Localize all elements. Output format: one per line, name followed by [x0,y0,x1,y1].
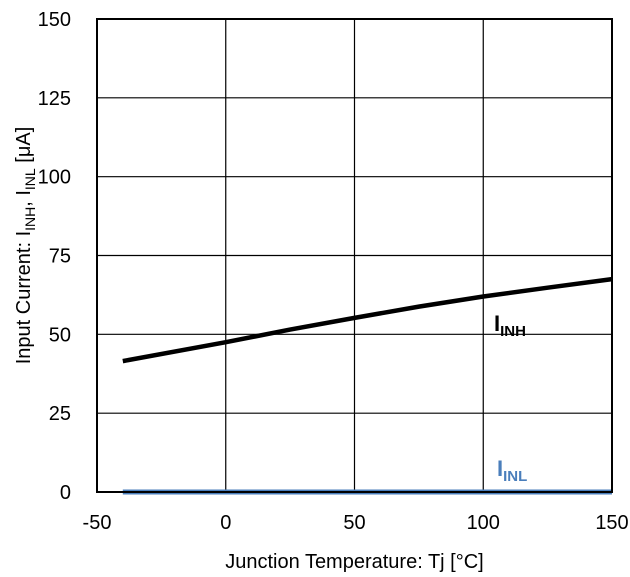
x-tick-label: 0 [220,512,231,534]
y-tick-label: 125 [38,88,71,110]
y-tick-label: 75 [49,246,71,268]
y-tick-label: 25 [49,403,71,425]
x-tick-label: 150 [595,512,628,534]
y-axis-title: Input Current: IINH, IINL [μA] [13,127,38,365]
x-tick-label: 100 [467,512,500,534]
series-line-inh [122,276,613,364]
x-axis-title: Junction Temperature: Tj [°C] [225,551,484,573]
series-lines [122,276,613,495]
x-tick-label: -50 [83,512,112,534]
plot-frame [96,18,613,493]
series-label-inl: IINL [497,456,527,485]
tick-labels: -50 0 50 100 150 0 25 50 75 100 125 150 [38,9,629,534]
y-tick-label: 0 [60,482,71,504]
grid-lines [96,18,613,493]
y-tick-label: 150 [38,9,71,31]
y-tick-label: 100 [38,167,71,189]
x-tick-label: 50 [343,512,365,534]
y-tick-label: 50 [49,324,71,346]
series-label-inh: IINH [494,311,526,340]
